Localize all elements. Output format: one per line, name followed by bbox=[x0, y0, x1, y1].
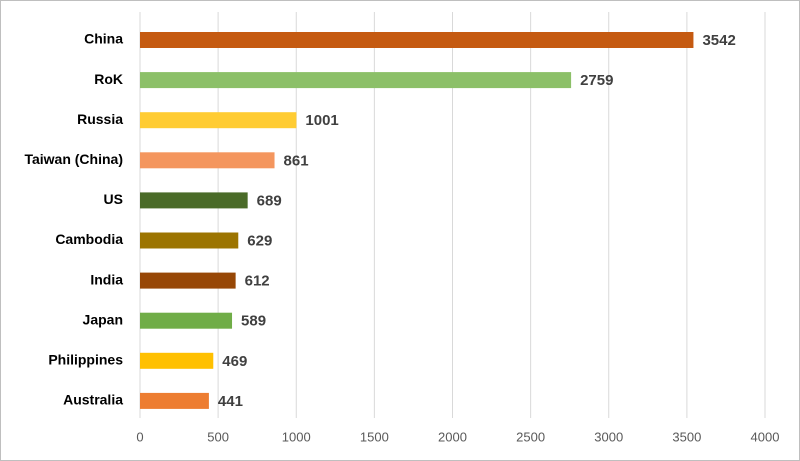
bar-russia bbox=[140, 112, 297, 129]
category-label: Taiwan (China) bbox=[24, 151, 123, 167]
x-tick-label: 2500 bbox=[516, 429, 545, 444]
bar-taiwan-china bbox=[140, 152, 275, 169]
bar-india bbox=[140, 272, 236, 289]
data-label: 469 bbox=[222, 353, 247, 370]
category-label: Australia bbox=[63, 392, 123, 408]
category-label: Cambodia bbox=[55, 231, 123, 247]
x-tick-label: 1000 bbox=[282, 429, 311, 444]
x-tick-label: 1500 bbox=[360, 429, 389, 444]
bar-philippines bbox=[140, 352, 214, 369]
x-tick-label: 500 bbox=[207, 429, 229, 444]
x-tick-label: 4000 bbox=[751, 429, 780, 444]
bar-us bbox=[140, 192, 248, 209]
data-label: 3542 bbox=[702, 32, 735, 49]
category-label: China bbox=[84, 31, 123, 47]
x-tick-label: 3500 bbox=[672, 429, 701, 444]
data-label: 612 bbox=[245, 273, 270, 290]
bar-rok bbox=[140, 72, 572, 89]
bar-cambodia bbox=[140, 232, 239, 249]
value-labels: 3542 2759 1001 861 689 629 612 589 469 441 bbox=[218, 32, 736, 410]
data-label: 629 bbox=[247, 232, 272, 249]
data-label: 2759 bbox=[580, 72, 613, 89]
category-label: Philippines bbox=[48, 352, 123, 368]
x-tick-label: 2000 bbox=[438, 429, 467, 444]
category-label: US bbox=[104, 191, 123, 207]
bar-japan bbox=[140, 312, 233, 329]
x-tick-label: 3000 bbox=[594, 429, 623, 444]
category-label: Russia bbox=[77, 111, 123, 127]
category-label: India bbox=[90, 271, 123, 287]
data-label: 689 bbox=[257, 192, 282, 209]
data-label: 441 bbox=[218, 393, 243, 410]
category-label: Japan bbox=[83, 311, 123, 327]
bar-china bbox=[140, 32, 694, 48]
data-label: 589 bbox=[241, 313, 266, 330]
category-label: RoK bbox=[94, 71, 123, 87]
data-label: 1001 bbox=[305, 112, 338, 129]
x-tick-label: 0 bbox=[136, 429, 143, 444]
data-label: 861 bbox=[284, 152, 309, 169]
bars bbox=[140, 32, 694, 409]
bar-australia bbox=[140, 392, 209, 409]
x-axis-tick-labels: 0 500 1000 1500 2000 2500 3000 3500 4000 bbox=[136, 429, 779, 444]
category-labels: China RoK Russia Taiwan (China) US Cambodia In… bbox=[24, 31, 123, 408]
